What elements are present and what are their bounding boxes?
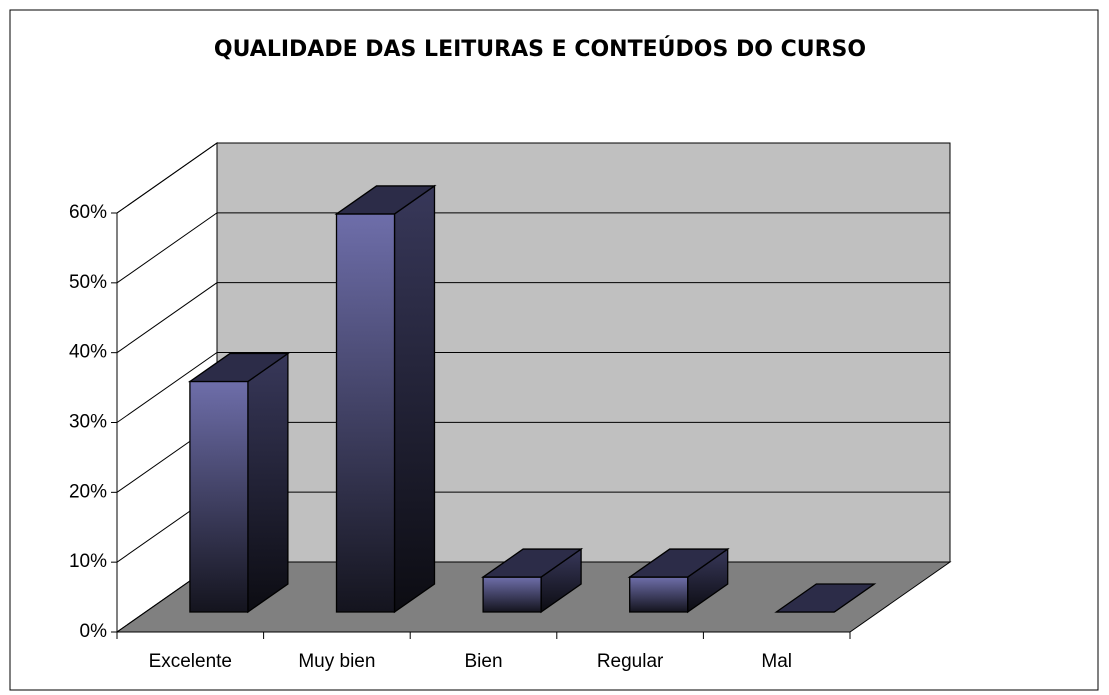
y-tick-label: 40%: [69, 342, 107, 363]
bar-side: [393, 184, 436, 614]
y-tick-label: 20%: [69, 481, 107, 502]
bar-front: [335, 213, 396, 613]
y-tick-label: 10%: [69, 551, 107, 572]
bar-side: [247, 352, 289, 614]
y-tick-label: 0%: [80, 621, 108, 642]
bar: [627, 547, 730, 614]
y-tick-label: 60%: [69, 202, 107, 223]
x-tick-label: Excelente: [149, 651, 232, 672]
grid-line: [116, 212, 950, 284]
bar-top: [334, 185, 437, 215]
bar: [334, 184, 437, 614]
grid-line: [116, 282, 950, 354]
bar: [187, 352, 290, 614]
bar-front: [482, 576, 542, 613]
bar-top: [481, 548, 584, 578]
y-tick-label: 30%: [69, 412, 107, 433]
bar-top: [627, 548, 730, 578]
bar-top: [774, 583, 877, 613]
bar: [774, 583, 877, 613]
bar-front: [189, 380, 249, 613]
grid-line: [116, 142, 950, 214]
x-tick-label: Bien: [464, 651, 502, 672]
grid-line: [116, 352, 950, 423]
x-tick-label: Mal: [761, 651, 792, 672]
y-tick-label: 50%: [69, 272, 107, 293]
bar-top: [187, 352, 290, 383]
chart-title: QUALIDADE DAS LEITURAS E CONTEÚDOS DO CU…: [214, 36, 866, 62]
x-tick-label: Regular: [597, 651, 664, 672]
bar-front: [629, 576, 689, 613]
bar: [481, 547, 584, 614]
x-tick-label: Muy bien: [298, 651, 375, 672]
